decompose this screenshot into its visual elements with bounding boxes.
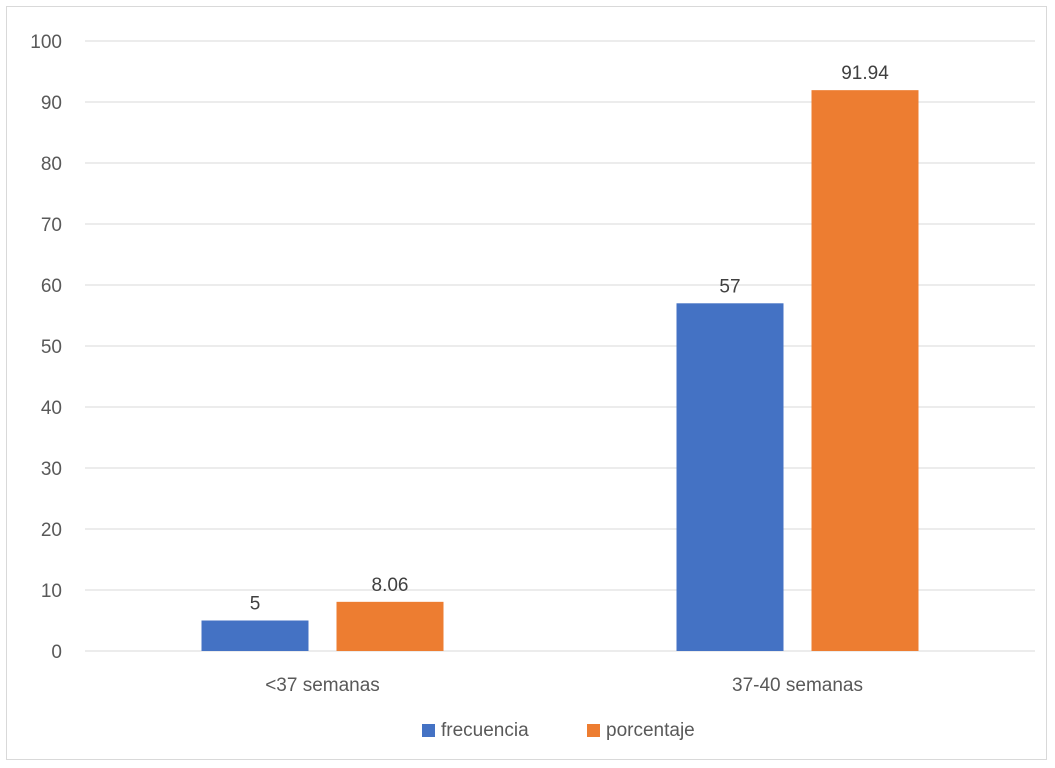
y-tick-label: 90	[41, 93, 62, 114]
bar-frecuencia-0	[201, 620, 309, 651]
data-label-frecuencia-1: 57	[719, 276, 740, 297]
legend-label-frecuencia: frecuencia	[441, 720, 529, 741]
bar-porcentaje-1	[811, 90, 919, 651]
category-label-0: <37 semanas	[265, 675, 380, 696]
x-axis-categories: <37 semanas 37-40 semanas	[265, 675, 863, 696]
y-tick-label: 70	[41, 215, 62, 236]
y-tick-label: 40	[41, 398, 62, 419]
y-axis-ticks: 0 10 20 30 40 50 60 70 80 90 100	[30, 32, 62, 663]
legend-swatch-porcentaje	[587, 724, 600, 737]
y-tick-label: 80	[41, 154, 62, 175]
y-tick-label: 20	[41, 520, 62, 541]
bar-porcentaje-0	[336, 601, 444, 651]
data-label-porcentaje-1: 91.94	[841, 63, 889, 84]
y-tick-label: 60	[41, 276, 62, 297]
y-tick-label: 30	[41, 459, 62, 480]
legend-swatch-frecuencia	[422, 724, 435, 737]
category-label-1: 37-40 semanas	[732, 675, 863, 696]
data-label-frecuencia-0: 5	[250, 594, 261, 615]
data-label-porcentaje-0: 8.06	[372, 575, 409, 596]
y-tick-label: 50	[41, 337, 62, 358]
y-tick-label: 100	[30, 32, 62, 53]
y-tick-label: 10	[41, 581, 62, 602]
y-tick-label: 0	[51, 642, 62, 663]
bars	[201, 90, 919, 651]
data-labels: 5 8.06 57 91.94	[250, 63, 889, 614]
legend: frecuencia porcentaje	[422, 720, 695, 741]
bar-frecuencia-1	[676, 303, 784, 651]
legend-label-porcentaje: porcentaje	[606, 720, 695, 741]
